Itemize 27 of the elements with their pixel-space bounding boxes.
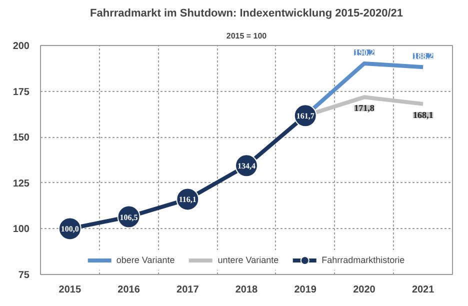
x-tick-label: 2017 — [176, 284, 200, 296]
data-label: 161,7 — [296, 112, 314, 121]
data-label: 100,0 — [60, 224, 79, 234]
data-label: 134,4 — [238, 162, 256, 171]
data-label: 188,2 — [412, 51, 434, 62]
data-label: 106,5 — [120, 212, 138, 222]
x-tick-label: 2021 — [412, 284, 435, 296]
y-tick-label: 175 — [12, 86, 30, 98]
y-tick-label: 75 — [18, 270, 30, 281]
x-tick-label: 2020 — [353, 284, 376, 296]
y-tick-label: 100 — [12, 224, 30, 236]
chart-subtitle: 2015 = 100 — [226, 32, 268, 40]
y-tick-label: 200 — [12, 41, 30, 52]
x-tick-label: 2018 — [235, 284, 258, 296]
chart-title: Fahrradmarkt im Shutdown: Indexentwicklung 2015-2020/21 — [90, 8, 403, 20]
data-label: 168,1 — [412, 110, 434, 120]
y-tick-label: 150 — [12, 132, 30, 144]
data-label: 171,8 — [354, 103, 375, 114]
legend-label: obere Variante — [116, 255, 175, 265]
x-tick-label: 2016 — [118, 284, 140, 296]
x-tick-label: 2019 — [294, 284, 317, 296]
legend-label: untere Variante — [218, 255, 279, 265]
data-label: 190,2 — [354, 47, 375, 58]
data-label: 116,1 — [178, 195, 196, 204]
legend-label: Fahrradmarkthistorie — [322, 255, 405, 265]
x-tick-label: 2015 — [58, 284, 82, 296]
y-tick-label: 125 — [12, 178, 30, 190]
